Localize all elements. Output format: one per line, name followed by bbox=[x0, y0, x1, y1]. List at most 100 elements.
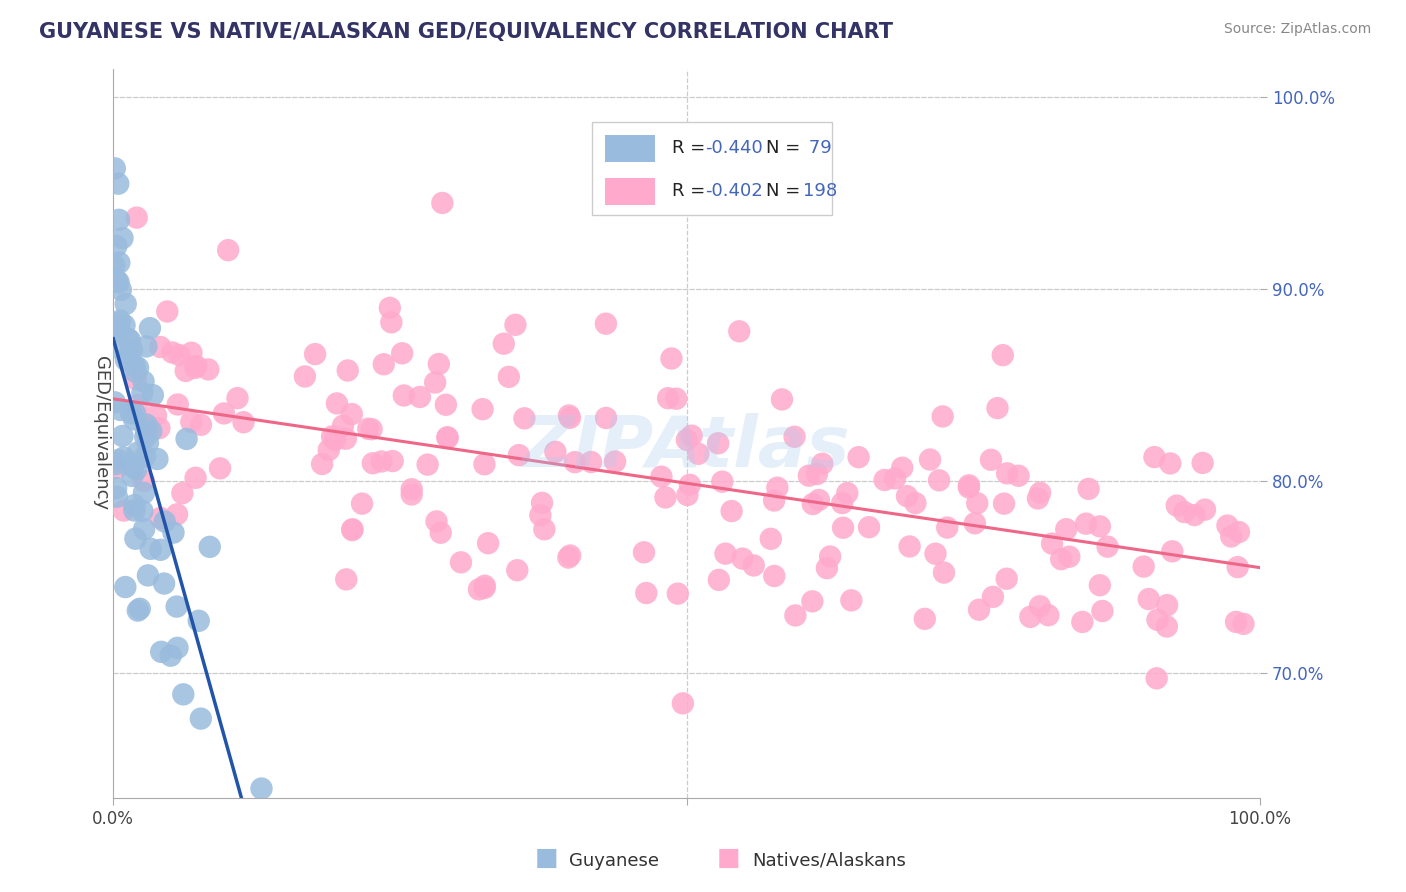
Point bbox=[1227, 524, 1250, 539]
Point bbox=[250, 781, 273, 796]
Point bbox=[378, 301, 401, 315]
Point bbox=[107, 177, 129, 191]
Point bbox=[166, 599, 188, 614]
Point bbox=[156, 304, 179, 318]
Point bbox=[107, 275, 129, 289]
Point bbox=[1216, 518, 1239, 533]
Point bbox=[132, 474, 155, 488]
Point bbox=[124, 359, 146, 373]
Text: 198: 198 bbox=[803, 182, 838, 200]
Point bbox=[963, 516, 986, 531]
Point bbox=[560, 549, 582, 563]
Point bbox=[676, 488, 699, 502]
Point bbox=[766, 481, 789, 495]
Point bbox=[1132, 559, 1154, 574]
Point bbox=[112, 450, 135, 465]
Point bbox=[533, 522, 555, 536]
Point bbox=[474, 581, 496, 595]
Point bbox=[898, 540, 921, 554]
Point bbox=[108, 323, 131, 337]
Point bbox=[980, 452, 1002, 467]
Point bbox=[159, 648, 181, 663]
Point bbox=[336, 363, 359, 377]
Point bbox=[932, 566, 955, 580]
Point bbox=[134, 522, 156, 536]
Point bbox=[104, 340, 127, 354]
Point bbox=[318, 442, 340, 457]
Point bbox=[1232, 616, 1254, 631]
Point bbox=[104, 161, 127, 176]
Point bbox=[1029, 485, 1052, 500]
Point bbox=[1077, 482, 1099, 496]
Point bbox=[373, 357, 395, 371]
Point bbox=[672, 697, 695, 711]
Point bbox=[136, 420, 159, 434]
Point bbox=[135, 417, 157, 432]
Point bbox=[837, 486, 859, 500]
Point bbox=[190, 712, 212, 726]
Point bbox=[665, 392, 688, 406]
Point bbox=[127, 604, 149, 618]
Point bbox=[190, 417, 212, 432]
Point bbox=[139, 321, 162, 335]
Point bbox=[153, 576, 176, 591]
Point bbox=[162, 345, 184, 359]
Point bbox=[657, 391, 679, 405]
Point bbox=[149, 511, 172, 525]
Point bbox=[110, 283, 132, 297]
Point bbox=[360, 422, 382, 436]
Point bbox=[107, 324, 129, 338]
Point bbox=[720, 504, 742, 518]
Point bbox=[891, 460, 914, 475]
Point bbox=[557, 550, 579, 565]
Point bbox=[654, 491, 676, 505]
Point bbox=[1146, 613, 1168, 627]
Text: R =: R = bbox=[672, 139, 711, 157]
Point bbox=[149, 340, 172, 354]
Point bbox=[114, 580, 136, 594]
Point bbox=[1194, 502, 1216, 516]
Point bbox=[125, 211, 148, 225]
Point bbox=[661, 351, 683, 366]
Point bbox=[1097, 540, 1119, 554]
Point bbox=[896, 489, 918, 503]
Point bbox=[108, 322, 131, 336]
Point bbox=[135, 425, 157, 439]
Text: ■: ■ bbox=[717, 846, 741, 870]
Point bbox=[931, 409, 953, 424]
Point bbox=[918, 452, 941, 467]
Point bbox=[707, 573, 730, 587]
Point bbox=[558, 409, 581, 423]
Point bbox=[139, 541, 162, 556]
Point bbox=[103, 258, 125, 272]
Point bbox=[904, 496, 927, 510]
Point bbox=[564, 455, 586, 469]
Point bbox=[145, 409, 167, 423]
Point bbox=[108, 212, 131, 227]
Point bbox=[807, 493, 830, 508]
Point bbox=[212, 406, 235, 420]
Point bbox=[124, 406, 146, 420]
Point bbox=[112, 503, 135, 517]
Point bbox=[714, 547, 737, 561]
Point bbox=[122, 459, 145, 474]
Point bbox=[633, 545, 655, 559]
Point bbox=[1088, 519, 1111, 533]
Point bbox=[679, 478, 702, 492]
Point bbox=[132, 486, 155, 500]
Point bbox=[728, 324, 751, 338]
Point bbox=[603, 454, 626, 468]
Point bbox=[425, 376, 447, 390]
Point bbox=[432, 196, 454, 211]
Point bbox=[1074, 516, 1097, 531]
Text: -0.402: -0.402 bbox=[704, 182, 762, 200]
Point bbox=[110, 403, 132, 417]
Point bbox=[108, 256, 131, 270]
Point bbox=[425, 515, 447, 529]
Point bbox=[186, 359, 208, 373]
Point bbox=[169, 348, 191, 362]
Point bbox=[785, 608, 807, 623]
Point bbox=[104, 457, 127, 471]
Point bbox=[125, 372, 148, 386]
Point bbox=[1146, 671, 1168, 685]
